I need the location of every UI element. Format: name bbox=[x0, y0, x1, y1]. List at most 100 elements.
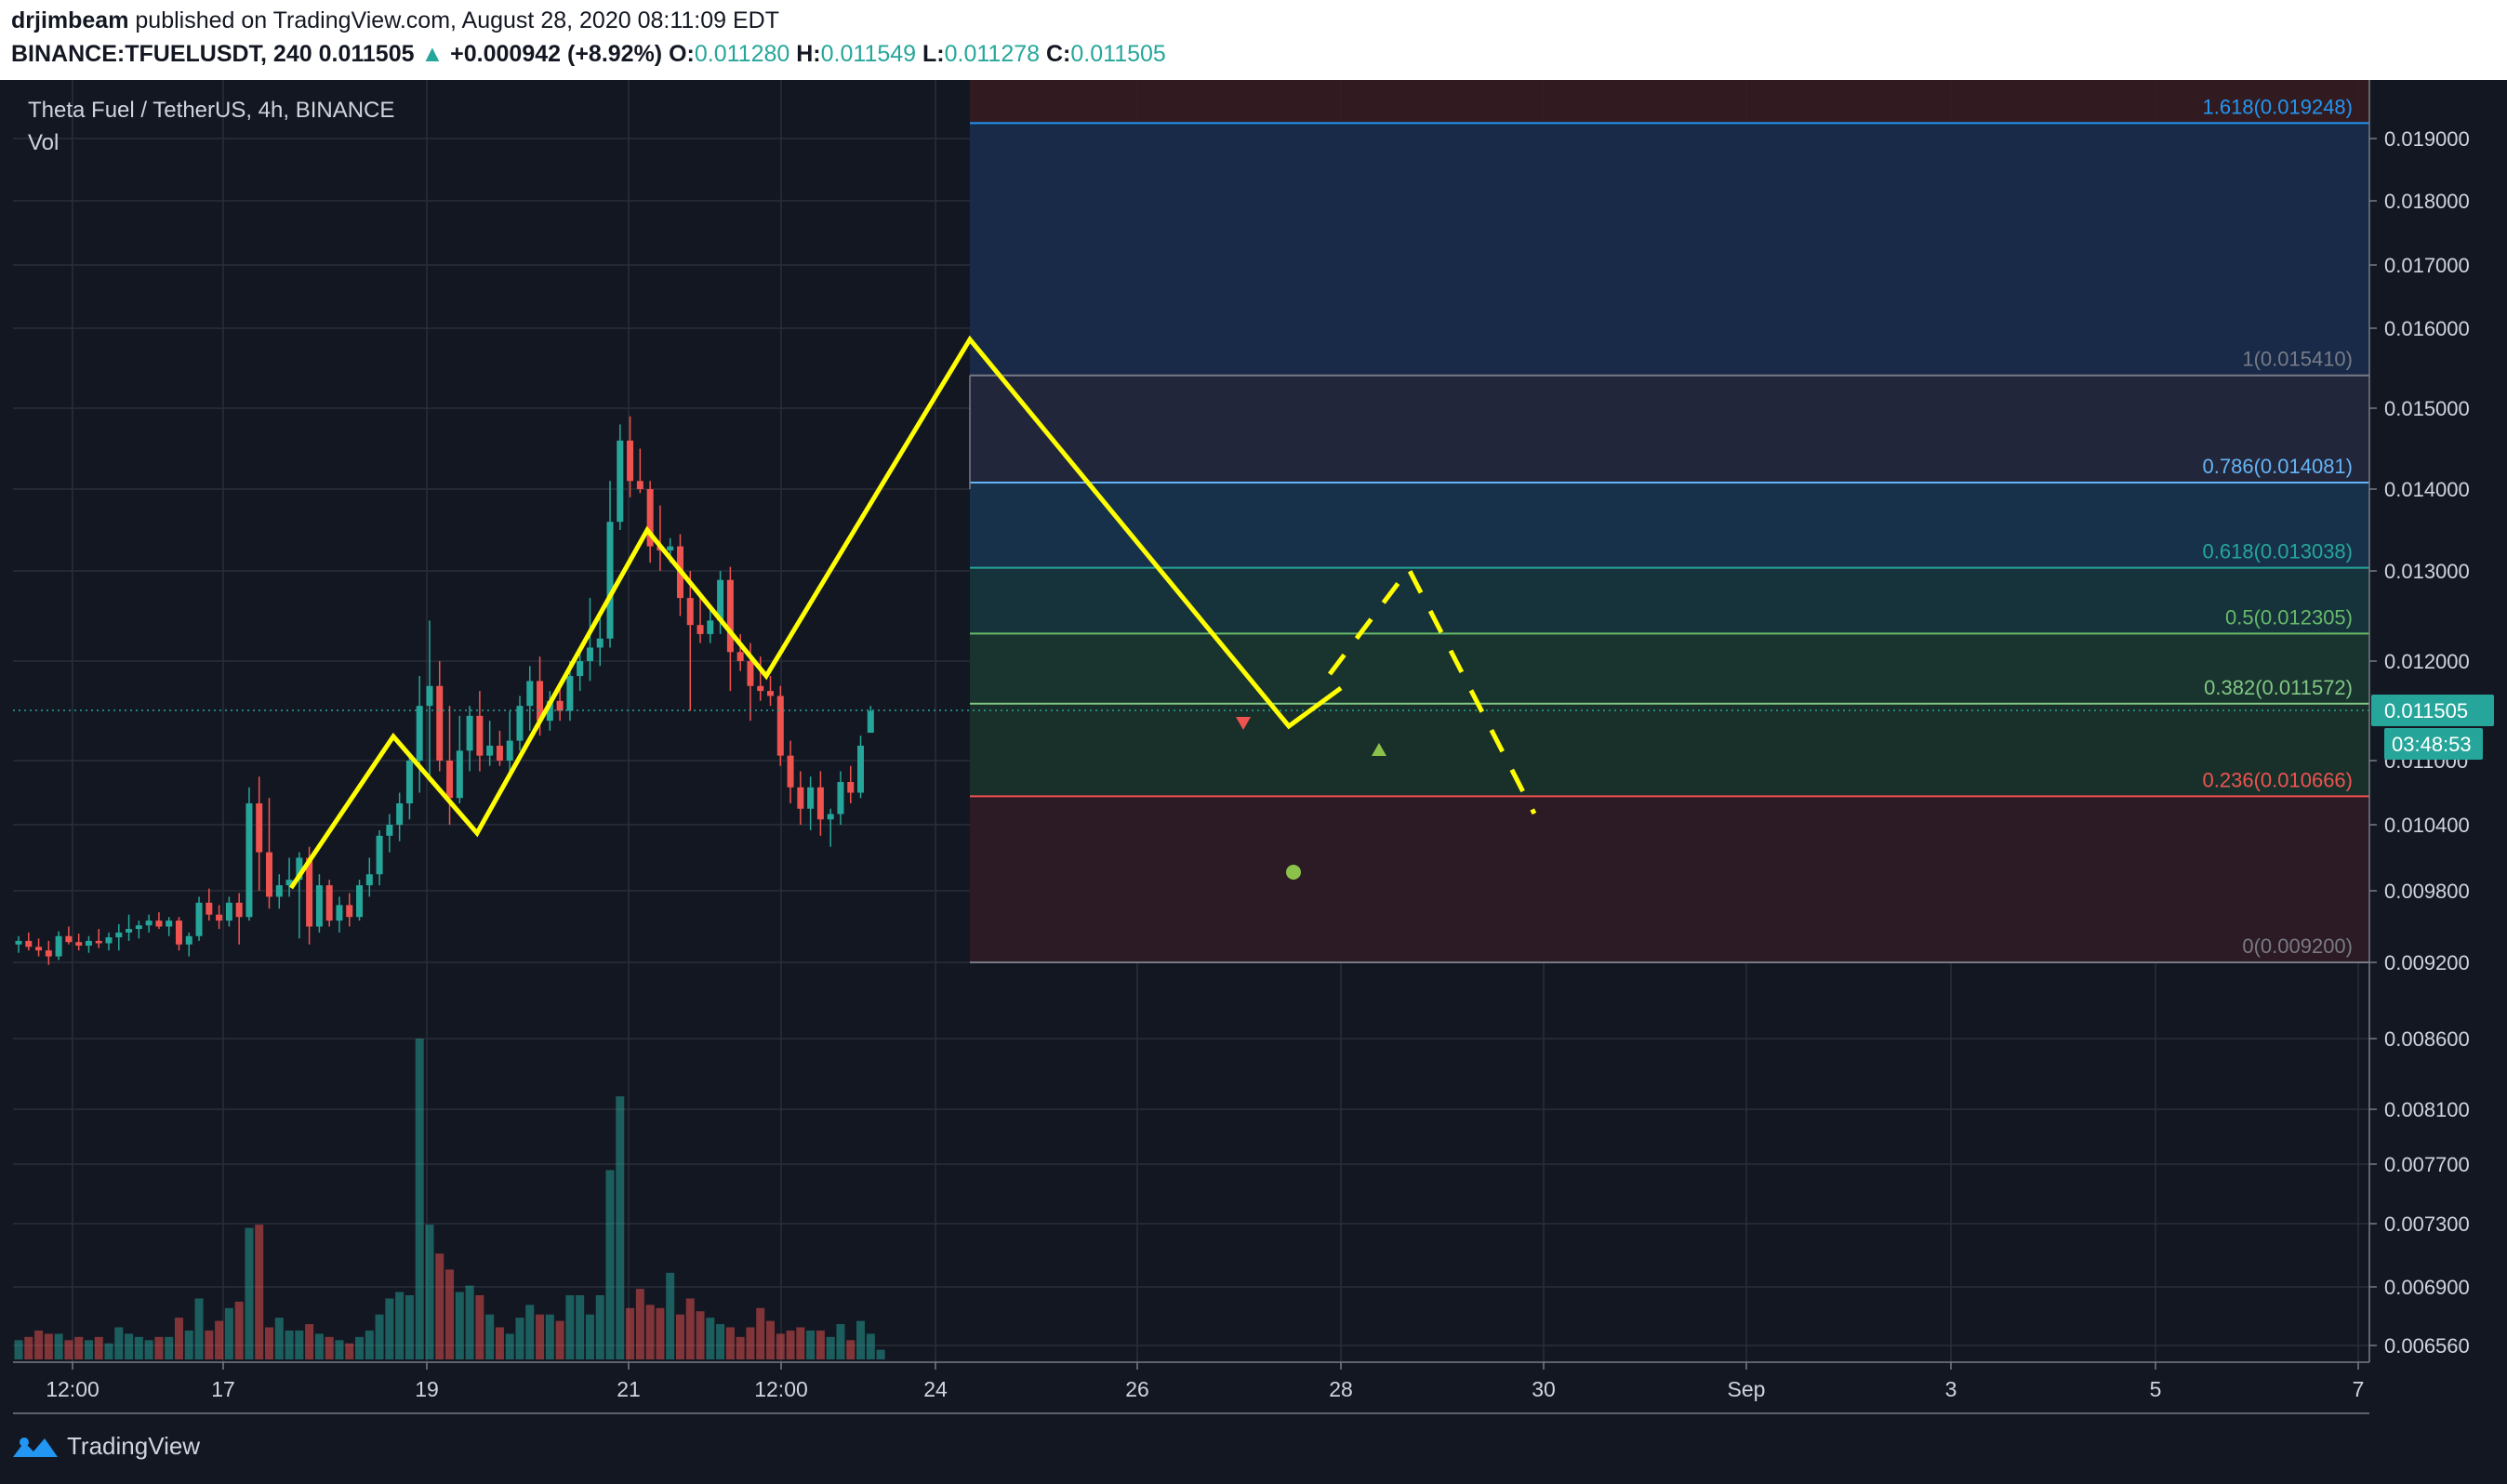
candle bbox=[466, 706, 473, 772]
candle bbox=[195, 896, 203, 941]
price-tick-label: 0.016000 bbox=[2384, 317, 2470, 340]
volume-legend[interactable]: Vol bbox=[28, 130, 60, 155]
volume-bar bbox=[34, 1330, 44, 1359]
volume-bar bbox=[445, 1269, 455, 1359]
candle bbox=[617, 424, 624, 530]
volume-bar bbox=[375, 1314, 384, 1359]
time-tick-label: 12:00 bbox=[754, 1377, 808, 1401]
candle-body bbox=[285, 880, 293, 886]
volume-bar bbox=[134, 1336, 143, 1359]
volume-bar bbox=[184, 1330, 193, 1359]
candle bbox=[816, 771, 824, 836]
author-name[interactable]: drjimbeam bbox=[11, 7, 129, 33]
candle bbox=[235, 893, 243, 945]
countdown-badge bbox=[2384, 727, 2483, 760]
candle-body bbox=[145, 921, 153, 926]
price-tick-label: 0.012000 bbox=[2384, 650, 2470, 673]
volume-bar bbox=[285, 1330, 294, 1359]
candle-body bbox=[816, 787, 824, 820]
volume-bar bbox=[415, 1039, 424, 1359]
buy-arrow-icon bbox=[1372, 743, 1386, 756]
candle-body bbox=[636, 481, 643, 489]
candle bbox=[476, 691, 484, 772]
volume-bar bbox=[616, 1096, 625, 1359]
fib-retracement[interactable]: 1.618(0.019248) 1(0.015410) 0.786(0.014081… bbox=[969, 80, 2369, 963]
candle-body bbox=[405, 761, 413, 803]
publish-header: drjimbeam published on TradingView.com, … bbox=[0, 0, 2507, 80]
candle bbox=[717, 571, 724, 634]
fib-level-label: 0.786(0.014081) bbox=[2203, 455, 2353, 478]
candle-body bbox=[667, 546, 674, 550]
pattern-line bbox=[288, 335, 1343, 890]
candle-body bbox=[206, 902, 213, 915]
fib-level-label: 0.618(0.013038) bbox=[2203, 540, 2353, 563]
volume-bar bbox=[515, 1318, 524, 1359]
volume-bar bbox=[224, 1307, 233, 1359]
candle bbox=[506, 710, 513, 772]
axes[interactable]: 0.019000 0.018000 0.017000 0.016000 0.015000… bbox=[13, 80, 2507, 1414]
candle bbox=[787, 740, 794, 803]
candle bbox=[105, 932, 113, 951]
last-price: 0.011505 bbox=[318, 41, 415, 67]
candle-body bbox=[606, 522, 614, 639]
candle-body bbox=[315, 885, 323, 927]
fib-level-label: 0(0.009200) bbox=[2242, 934, 2353, 958]
volume-bar bbox=[215, 1320, 224, 1359]
candle-body bbox=[135, 925, 142, 930]
volume-bar bbox=[716, 1324, 725, 1359]
volume-bar bbox=[335, 1340, 344, 1359]
candle-body bbox=[837, 782, 844, 815]
candle-body bbox=[55, 935, 62, 957]
candle bbox=[847, 765, 855, 803]
price-tick-label: 0.013000 bbox=[2384, 560, 2470, 583]
candle bbox=[95, 929, 102, 948]
candle-body bbox=[767, 691, 774, 696]
candle bbox=[85, 935, 92, 953]
fib-zone bbox=[970, 567, 2369, 634]
volume-bar bbox=[736, 1336, 745, 1359]
fib-level-label: 1.618(0.019248) bbox=[2203, 95, 2353, 118]
price-tick-label: 0.019000 bbox=[2384, 127, 2470, 151]
volume-bars bbox=[14, 1039, 885, 1359]
candle bbox=[776, 685, 784, 766]
fib-level-label: 1(0.015410) bbox=[2242, 348, 2353, 371]
candle bbox=[797, 771, 804, 825]
fib-level-label: 0.5(0.012305) bbox=[2225, 605, 2353, 629]
volume-bar bbox=[725, 1327, 735, 1359]
candle-body bbox=[736, 652, 744, 661]
candle-body bbox=[256, 803, 263, 853]
candle bbox=[285, 857, 293, 897]
candle-body bbox=[266, 852, 272, 897]
pattern-drawings[interactable] bbox=[13, 335, 2369, 890]
candle-body bbox=[807, 787, 815, 809]
volume-bar bbox=[325, 1336, 334, 1359]
volume-bar bbox=[44, 1333, 53, 1359]
volume-bar bbox=[255, 1225, 264, 1359]
tradingview-branding[interactable]: TradingView bbox=[11, 1432, 200, 1461]
candle-body bbox=[185, 935, 192, 945]
time-tick-label: 5 bbox=[2150, 1377, 2162, 1401]
volume-bar bbox=[826, 1336, 835, 1359]
fib-zone bbox=[970, 633, 2369, 704]
candle bbox=[175, 917, 182, 951]
candle bbox=[35, 938, 43, 957]
time-tick-label: 19 bbox=[415, 1377, 439, 1401]
volume-bar bbox=[525, 1305, 535, 1359]
candle bbox=[185, 932, 192, 957]
chart-legend-title[interactable]: Theta Fuel / TetherUS, 4h, BINANCE bbox=[28, 98, 395, 123]
price-tick-label: 0.009800 bbox=[2384, 880, 2470, 903]
volume-bar bbox=[576, 1295, 585, 1359]
candle bbox=[386, 814, 393, 853]
candle-body bbox=[325, 885, 333, 921]
candle bbox=[135, 921, 142, 939]
volume-bar bbox=[666, 1272, 675, 1359]
fib-level-label: 0.382(0.011572) bbox=[2204, 676, 2353, 699]
candle bbox=[627, 416, 634, 497]
volume-bar bbox=[685, 1298, 695, 1359]
volume-bar bbox=[385, 1298, 394, 1359]
change-value: +0.000942 (+8.92%) bbox=[450, 41, 663, 67]
volume-bar bbox=[536, 1314, 545, 1359]
countdown-label: 03:48:53 bbox=[2392, 733, 2472, 756]
candle bbox=[867, 706, 874, 734]
